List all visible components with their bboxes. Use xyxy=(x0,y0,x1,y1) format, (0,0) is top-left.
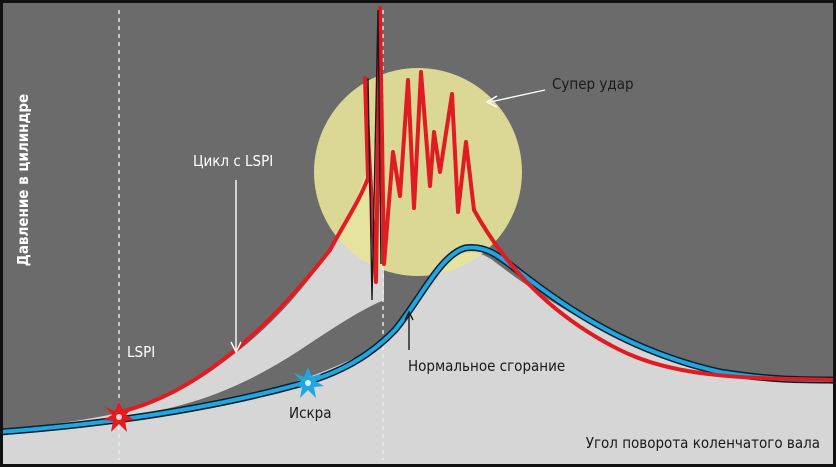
spark-label: Искра xyxy=(289,404,332,422)
region-below-normal-curve xyxy=(0,252,836,467)
lspi-star-icon xyxy=(103,401,135,432)
x-axis-label: Угол поворота коленчатого вала xyxy=(586,434,820,452)
normal-combustion-label: Нормальное сгорание xyxy=(408,357,565,375)
lspi-cycle-label: Цикл с LSPI xyxy=(193,152,273,170)
super-knock-label: Супер удар xyxy=(552,75,634,93)
lspi-region-fill xyxy=(0,140,384,430)
super-knock-pointer-line xyxy=(489,89,546,103)
lspi-cycle-pointer-head xyxy=(230,341,242,354)
super-knock-pointer-head xyxy=(485,95,498,108)
lspi-label: LSPI xyxy=(127,343,155,361)
normal-combustion-curve xyxy=(0,245,836,434)
y-axis-label: Давление в цилиндре xyxy=(14,94,32,266)
normal-combustion-pointer-head xyxy=(404,310,414,321)
knock-spike-dark-trace xyxy=(367,9,382,301)
spark-star-icon xyxy=(292,367,324,398)
lspi-cycle-curve xyxy=(118,6,836,414)
